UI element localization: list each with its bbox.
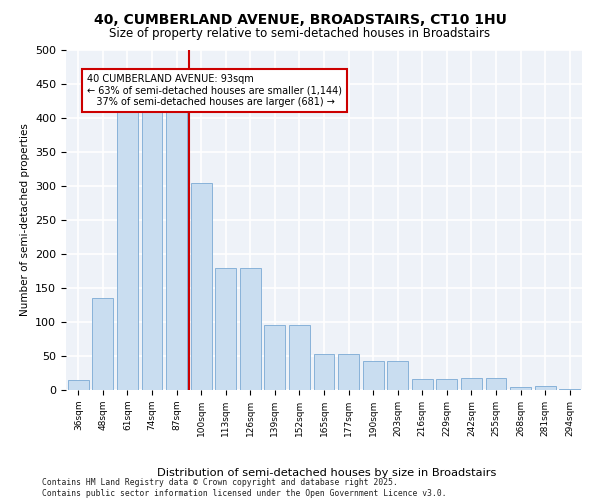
Text: Size of property relative to semi-detached houses in Broadstairs: Size of property relative to semi-detach… [109, 28, 491, 40]
Bar [265, 324, 286, 390]
Text: Contains HM Land Registry data © Crown copyright and database right 2025.
Contai: Contains HM Land Registry data © Crown c… [42, 478, 446, 498]
Bar [461, 378, 482, 390]
Bar [412, 379, 433, 390]
Text: 40 CUMBERLAND AVENUE: 93sqm
← 63% of semi-detached houses are smaller (1,144)
  : 40 CUMBERLAND AVENUE: 93sqm ← 63% of sem… [86, 74, 341, 107]
Bar [68, 380, 89, 390]
Bar [92, 298, 113, 390]
Bar [436, 379, 457, 390]
Bar [289, 324, 310, 390]
Bar [485, 378, 506, 390]
Text: 40, CUMBERLAND AVENUE, BROADSTAIRS, CT10 1HU: 40, CUMBERLAND AVENUE, BROADSTAIRS, CT10… [94, 12, 506, 26]
Bar [535, 386, 556, 390]
Y-axis label: Number of semi-detached properties: Number of semi-detached properties [20, 124, 29, 316]
Text: Distribution of semi-detached houses by size in Broadstairs: Distribution of semi-detached houses by … [157, 468, 497, 477]
Bar [338, 354, 359, 390]
Bar [387, 362, 408, 390]
Bar [117, 104, 138, 390]
Bar [510, 386, 531, 390]
Bar [191, 182, 212, 390]
Bar [142, 108, 163, 390]
Bar [166, 111, 187, 390]
Bar [215, 268, 236, 390]
Bar [314, 354, 334, 390]
Bar [362, 362, 383, 390]
Bar [240, 268, 261, 390]
